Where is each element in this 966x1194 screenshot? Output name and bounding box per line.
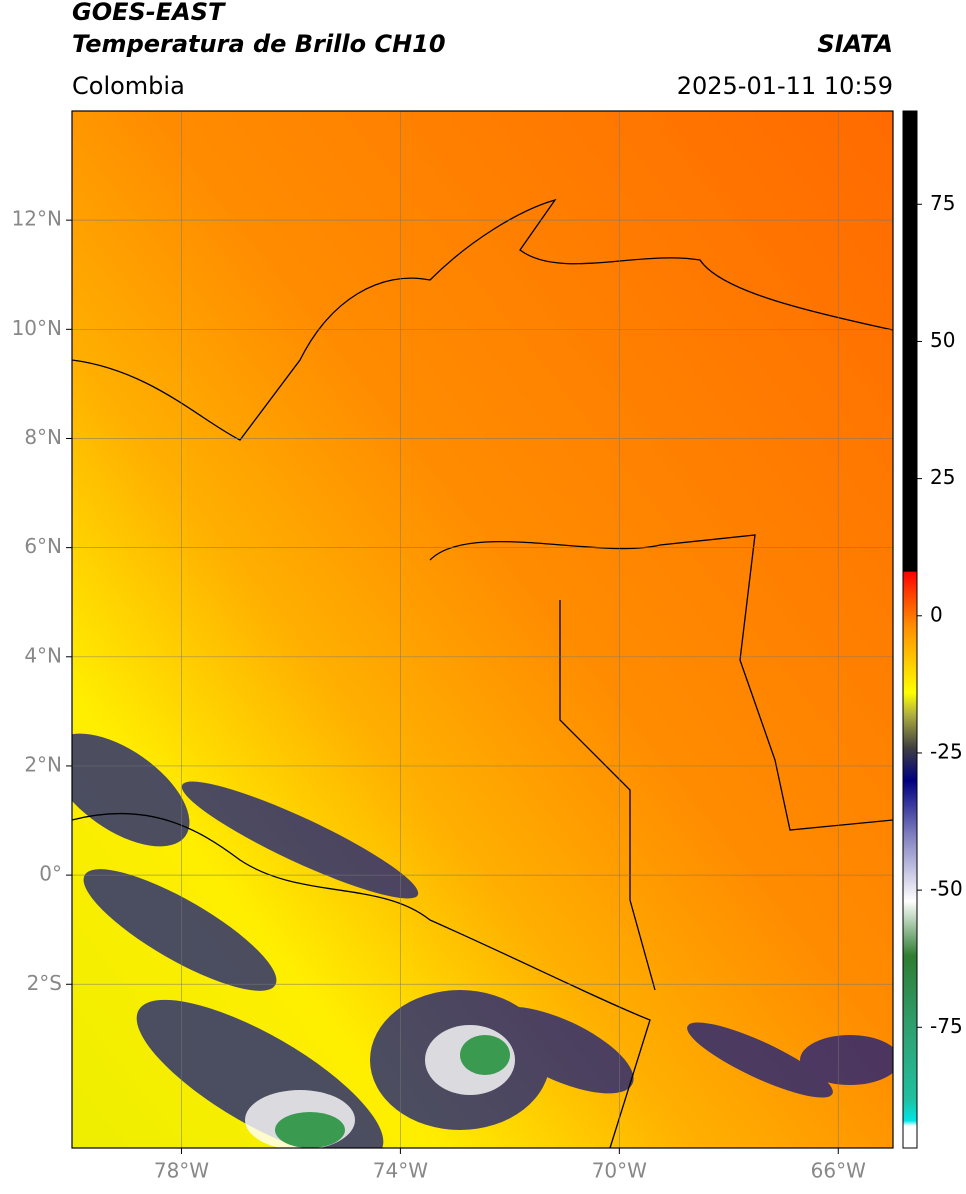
map-frame: [71, 110, 894, 1149]
colorbar-tick-label: -25: [930, 739, 963, 763]
x-tick-label: 78°W: [154, 1159, 209, 1183]
x-tick-label: 66°W: [811, 1159, 866, 1183]
y-tick-label: 2°S: [27, 971, 62, 995]
title: GOES-EAST: [72, 0, 226, 26]
y-tick-label: 0°: [39, 862, 62, 886]
imagery: [72, 111, 893, 1148]
region: Colombia: [72, 72, 185, 100]
source: SIATA: [817, 30, 893, 58]
x-tick-label: 70°W: [592, 1159, 647, 1183]
colorbar-tick-label: -50: [930, 877, 963, 901]
cold-tops: [245, 1025, 515, 1148]
y-tick-label: 4°N: [24, 643, 62, 667]
y-tick-label: 12°N: [12, 207, 62, 231]
borders: [72, 198, 893, 1148]
colorbar-tick-label: 50: [930, 328, 955, 352]
colorbar-tick-label: 75: [930, 191, 955, 215]
x-tick-label: 74°W: [373, 1159, 428, 1183]
y-tick-label: 2°N: [24, 752, 62, 776]
y-tick-label: 6°N: [24, 534, 62, 558]
colorbar: [902, 110, 918, 1149]
datetime: 2025-01-11 10:59: [677, 72, 893, 100]
colorbar-tick-label: 25: [930, 465, 955, 489]
y-tick-label: 8°N: [24, 425, 62, 449]
colorbar-tick-label: 0: [930, 602, 943, 626]
subtitle: Temperatura de Brillo CH10: [72, 30, 446, 58]
colorbar-tick-label: -75: [930, 1014, 963, 1038]
y-tick-label: 10°N: [12, 316, 62, 340]
clouds: [72, 733, 893, 1148]
